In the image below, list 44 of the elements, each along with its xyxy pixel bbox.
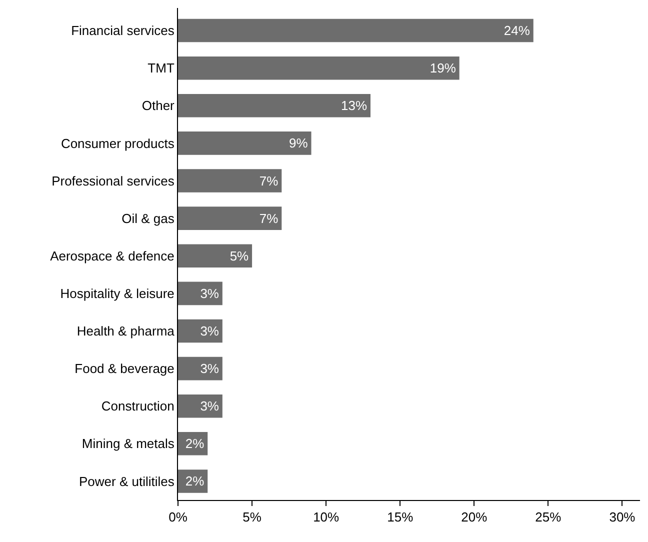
bar bbox=[178, 132, 312, 155]
y-tick-label: TMT bbox=[148, 60, 174, 76]
y-tick-label: Aerospace & defence bbox=[50, 248, 174, 264]
y-tick-label: Financial services bbox=[71, 23, 175, 38]
data-label: 19% bbox=[430, 60, 456, 76]
data-label: 3% bbox=[200, 361, 220, 376]
data-label: 3% bbox=[200, 398, 220, 414]
bar bbox=[178, 206, 282, 230]
y-tick-label: Construction bbox=[101, 398, 174, 414]
y-tick-label: Professional services bbox=[52, 173, 175, 188]
bar bbox=[178, 18, 534, 42]
data-label: 13% bbox=[341, 98, 368, 114]
y-tick-label: Oil & gas bbox=[122, 210, 175, 226]
y-tick-label: Power & utilitiles bbox=[79, 474, 175, 489]
bar bbox=[178, 169, 282, 192]
bar bbox=[178, 319, 222, 343]
x-tick-label: 25% bbox=[535, 510, 562, 525]
x-tick-label: 20% bbox=[461, 510, 488, 525]
bar bbox=[178, 356, 222, 380]
data-label: 2% bbox=[185, 474, 205, 489]
y-tick-label: Hospitality & leisure bbox=[60, 286, 174, 301]
data-label: 5% bbox=[230, 248, 250, 264]
data-label: 7% bbox=[259, 210, 279, 226]
bar bbox=[178, 282, 222, 306]
y-tick-label: Other bbox=[142, 98, 176, 114]
data-label: 7% bbox=[259, 173, 279, 188]
x-tick-label: 15% bbox=[387, 510, 414, 525]
x-tick-label: 0% bbox=[168, 510, 188, 525]
data-label: 9% bbox=[289, 136, 308, 151]
x-tick-label: 10% bbox=[313, 510, 340, 525]
bar bbox=[178, 244, 252, 268]
bar bbox=[178, 56, 460, 80]
y-tick-label: Health & pharma bbox=[76, 324, 176, 339]
bar bbox=[178, 394, 222, 418]
y-tick-label: Food & beverage bbox=[74, 361, 174, 376]
bar bbox=[178, 94, 370, 118]
x-tick-label: 30% bbox=[609, 510, 636, 525]
y-tick-label: Consumer products bbox=[60, 136, 175, 151]
y-tick-label: Mining & metals bbox=[82, 436, 175, 452]
x-tick-label: 5% bbox=[242, 510, 262, 525]
data-label: 3% bbox=[200, 323, 220, 338]
data-label: 24% bbox=[504, 23, 530, 38]
data-label: 2% bbox=[185, 436, 205, 452]
data-label: 3% bbox=[200, 286, 220, 301]
